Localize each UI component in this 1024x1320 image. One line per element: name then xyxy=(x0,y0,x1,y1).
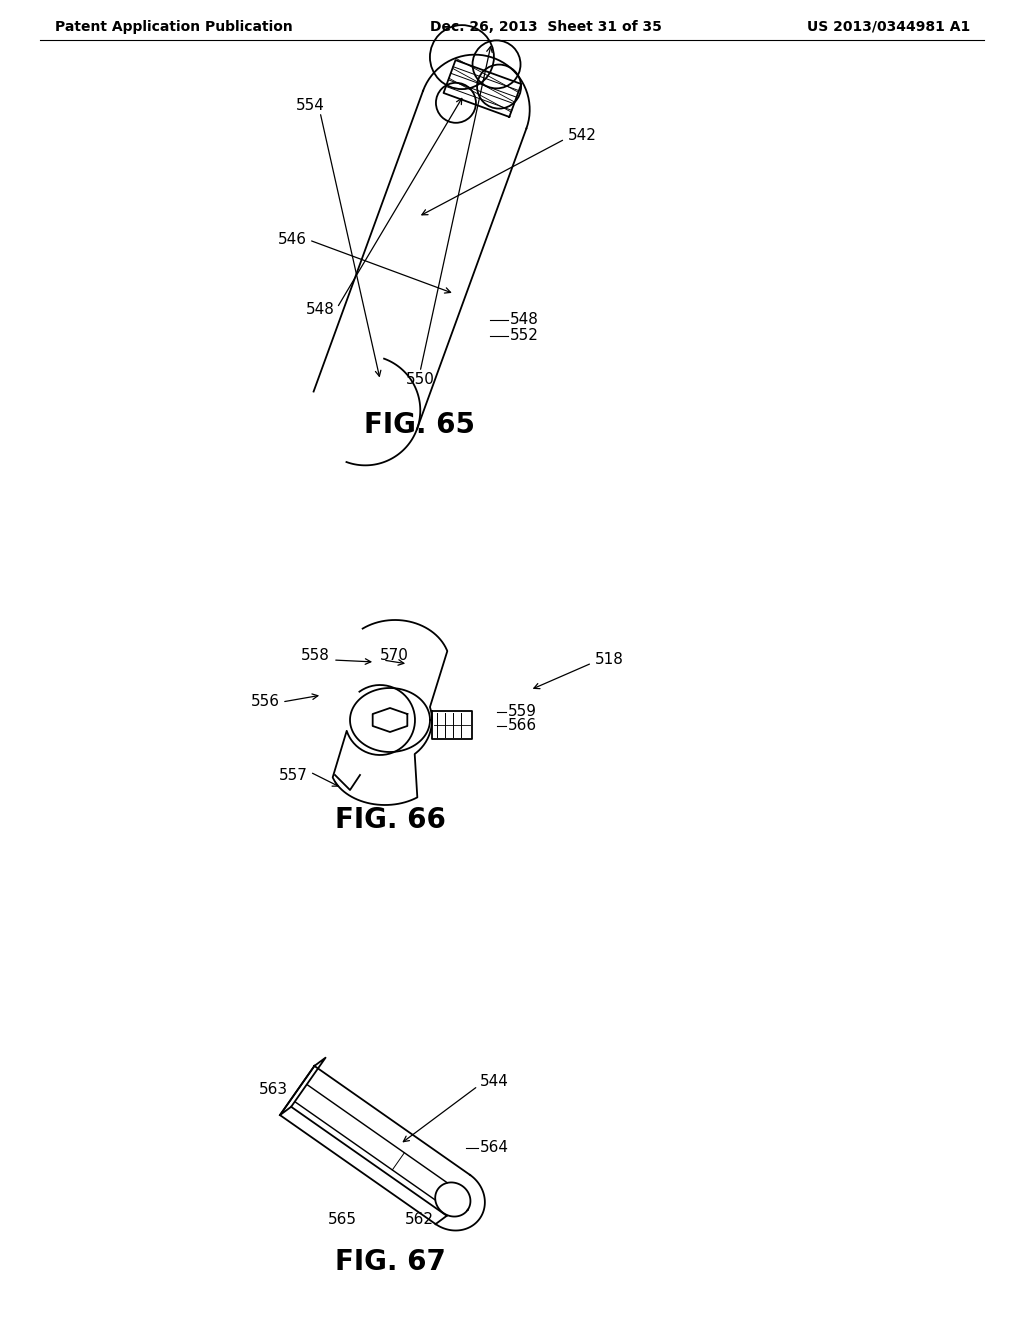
Text: 559: 559 xyxy=(508,705,537,719)
Text: Patent Application Publication: Patent Application Publication xyxy=(55,20,293,34)
Text: 552: 552 xyxy=(510,329,539,343)
Text: 548: 548 xyxy=(306,302,335,318)
Text: 544: 544 xyxy=(480,1074,509,1089)
Text: 546: 546 xyxy=(278,232,307,248)
Text: FIG. 65: FIG. 65 xyxy=(365,411,475,440)
Text: 563: 563 xyxy=(259,1082,288,1097)
Text: 558: 558 xyxy=(301,648,330,663)
Text: 554: 554 xyxy=(296,98,325,112)
Text: 556: 556 xyxy=(251,694,280,710)
Text: 566: 566 xyxy=(508,718,538,734)
Text: 562: 562 xyxy=(406,1213,434,1228)
Text: FIG. 66: FIG. 66 xyxy=(335,807,445,834)
Text: Dec. 26, 2013  Sheet 31 of 35: Dec. 26, 2013 Sheet 31 of 35 xyxy=(430,20,662,34)
Text: 570: 570 xyxy=(380,648,409,663)
Text: 548: 548 xyxy=(510,313,539,327)
Text: 518: 518 xyxy=(595,652,624,668)
Text: 550: 550 xyxy=(406,372,434,388)
Text: US 2013/0344981 A1: US 2013/0344981 A1 xyxy=(807,20,970,34)
Text: 565: 565 xyxy=(328,1213,357,1228)
Text: 542: 542 xyxy=(568,128,597,143)
Text: FIG. 67: FIG. 67 xyxy=(335,1247,445,1276)
Text: 557: 557 xyxy=(280,767,308,783)
Text: 564: 564 xyxy=(480,1140,509,1155)
